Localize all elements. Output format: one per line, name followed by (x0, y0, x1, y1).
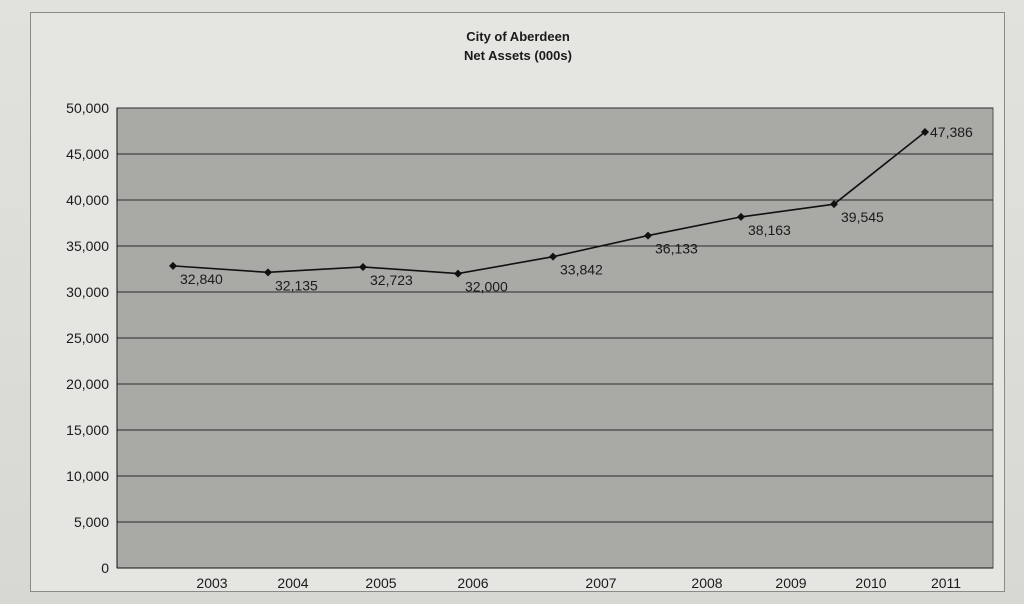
x-tick-label: 2008 (691, 575, 722, 591)
data-point (921, 128, 929, 137)
data-label: 32,135 (275, 277, 318, 293)
x-tick-label: 2009 (775, 575, 806, 591)
y-tick-label: 35,000 (66, 238, 109, 254)
y-tick-label: 10,000 (66, 468, 109, 484)
chart-subtitle: Net Assets (000s) (464, 48, 572, 63)
y-tick-label: 0 (101, 560, 109, 576)
data-label: 39,545 (841, 209, 884, 225)
data-point (830, 200, 838, 209)
y-tick-label: 20,000 (66, 376, 109, 392)
net-assets-chart: City of Aberdeen Net Assets (000s) 0 5,00… (66, 29, 994, 591)
y-tick-label: 45,000 (66, 146, 109, 162)
y-tick-label: 15,000 (66, 422, 109, 438)
data-label: 32,723 (370, 272, 413, 288)
chart-title: City of Aberdeen (466, 29, 570, 44)
x-tick-label: 2006 (457, 575, 488, 591)
y-tick-label: 25,000 (66, 330, 109, 346)
data-label: 47,386 (930, 124, 973, 140)
chart-frame: City of Aberdeen Net Assets (000s) 0 5,00… (30, 12, 1005, 592)
y-tick-label: 5,000 (74, 514, 109, 530)
x-tick-label: 2010 (855, 575, 886, 591)
data-label: 33,842 (560, 262, 603, 278)
data-label: 32,840 (180, 271, 223, 287)
x-tick-label: 2003 (196, 575, 227, 591)
x-tick-label: 2007 (585, 575, 616, 591)
data-point (169, 261, 177, 270)
data-point (359, 262, 367, 271)
data-point (737, 212, 745, 221)
x-tick-label: 2005 (365, 575, 396, 591)
data-point (454, 269, 462, 278)
data-label: 38,163 (748, 222, 791, 238)
x-tick-label: 2004 (277, 575, 308, 591)
x-tick-label: 2011 (931, 575, 961, 591)
data-point (644, 231, 652, 240)
data-label: 32,000 (465, 279, 508, 295)
y-tick-label: 30,000 (66, 284, 109, 300)
data-point (549, 252, 557, 261)
y-tick-label: 40,000 (66, 192, 109, 208)
y-tick-label: 50,000 (66, 100, 109, 116)
data-point (264, 268, 272, 277)
data-label: 36,133 (655, 241, 698, 257)
